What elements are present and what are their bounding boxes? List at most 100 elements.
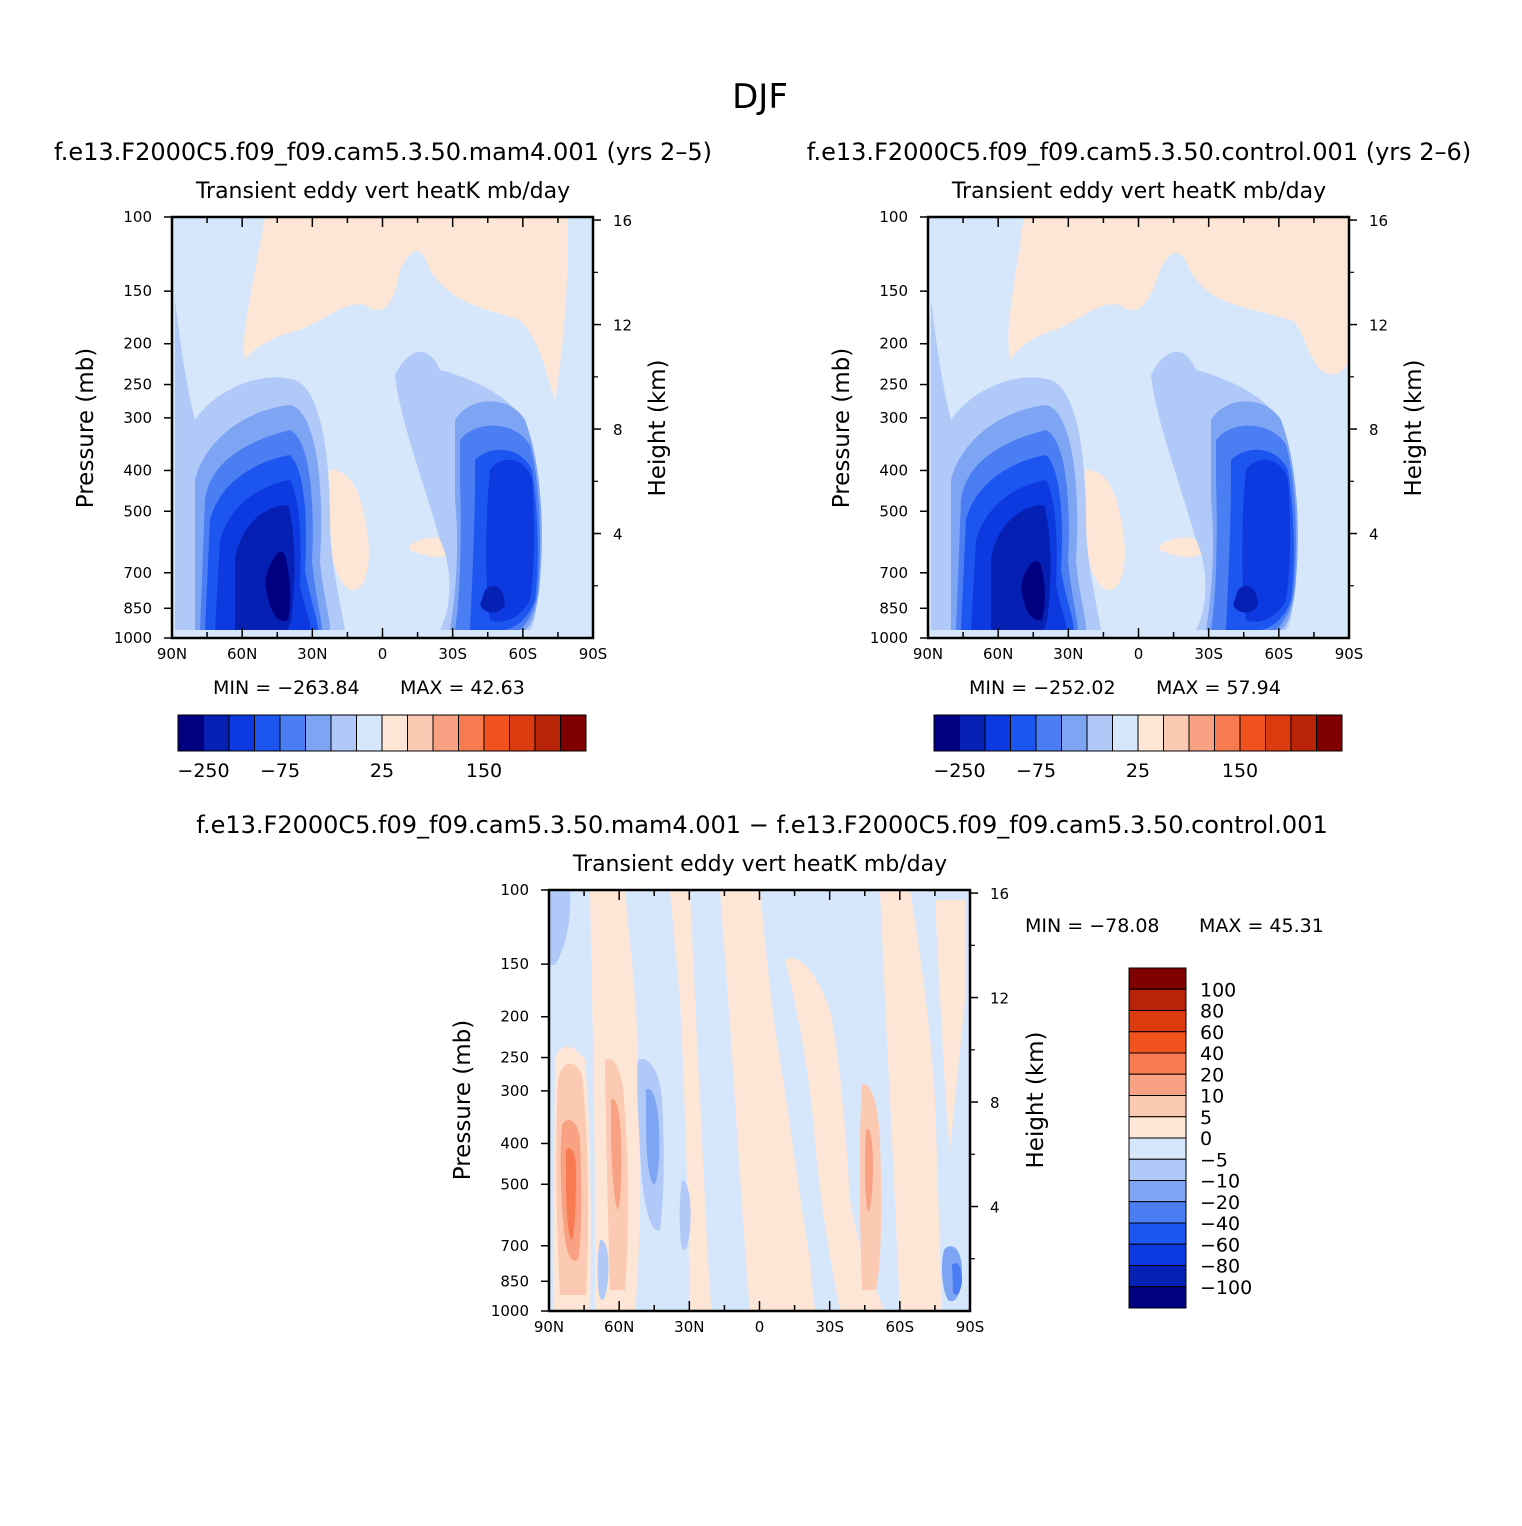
colorbar-swatch	[1128, 1180, 1187, 1203]
panel-diff-neg-7	[597, 1239, 609, 1300]
colorbar-swatch	[1128, 1137, 1187, 1160]
colorbar-swatch	[1239, 714, 1266, 752]
colorbar-swatch	[305, 714, 332, 752]
colorbar-swatch	[1188, 714, 1215, 752]
x-tick-label: 60N	[227, 645, 257, 663]
colorbar-swatch	[1128, 1201, 1187, 1224]
panel-control-positive-small	[1158, 537, 1206, 557]
y-tick-label: 100	[879, 208, 908, 226]
case-a-label: f.e13.F2000C5.f09_f09.cam5.3.50.mam4.001…	[54, 138, 712, 166]
y-tick-label: 300	[500, 1082, 529, 1100]
y-tick-label: 500	[123, 502, 152, 520]
x-tick-label: 60N	[983, 645, 1013, 663]
y-right-tick-label: 8	[1369, 421, 1379, 439]
y-right-tick-label: 16	[990, 885, 1009, 903]
y-tick-label: 150	[500, 955, 529, 973]
panel-mam4-ylabel-right: Height (km)	[645, 359, 671, 496]
y-tick-label: 150	[123, 282, 152, 300]
y-tick-label: 200	[123, 335, 152, 353]
x-tick-label: 30S	[1194, 645, 1223, 663]
colorbar-swatch	[1128, 1158, 1187, 1181]
colorbar-swatch	[407, 714, 434, 752]
colorbar-swatch	[228, 714, 255, 752]
colorbar-swatch	[1137, 714, 1164, 752]
colorbar-label: −250	[177, 760, 229, 782]
y-right-tick-label: 8	[613, 421, 623, 439]
colorbar-label: −100	[1200, 1277, 1252, 1299]
x-tick-label: 0	[755, 1318, 765, 1336]
colorbar-swatch	[279, 714, 306, 752]
colorbar-label: 100	[1200, 979, 1236, 1001]
y-right-tick-label: 4	[990, 1199, 1000, 1217]
panel-diff-neg-1	[550, 890, 571, 965]
colorbar-swatch	[1163, 714, 1190, 752]
panel-diff-pos-strong-5	[611, 1099, 622, 1210]
x-tick-label: 30N	[674, 1318, 704, 1336]
colorbar-swatch	[1290, 714, 1317, 752]
y-tick-label: 850	[879, 599, 908, 617]
figure-title: DJF	[732, 77, 788, 117]
colorbar-swatch	[1316, 714, 1343, 752]
colorbar-label: 150	[466, 760, 502, 782]
colorbar-swatch	[1128, 1286, 1187, 1309]
panel-control-positive-mid	[1081, 470, 1125, 591]
y-right-tick-label: 12	[990, 990, 1009, 1008]
colorbar-swatch	[1128, 1116, 1187, 1139]
colorbar-label: 0	[1200, 1128, 1212, 1150]
colorbar-swatch	[1112, 714, 1139, 752]
colorbar-swatch	[560, 714, 587, 752]
y-tick-label: 700	[500, 1237, 529, 1255]
x-tick-label: 0	[1134, 645, 1144, 663]
panel-diff-ylabel: Pressure (mb)	[450, 1020, 476, 1180]
x-tick-label: 0	[378, 645, 388, 663]
panel-mam4-nh-low	[175, 300, 345, 630]
colorbar-swatch	[1128, 1031, 1187, 1054]
y-right-tick-label: 16	[1369, 212, 1388, 230]
panel-diff-neg-6	[952, 1263, 962, 1295]
panel-diff-plot	[547, 888, 972, 1313]
x-tick-label: 90S	[956, 1318, 985, 1336]
panel-control-colorbar: −250 −75 25 150	[933, 714, 1343, 782]
y-tick-label: 300	[123, 409, 152, 427]
x-tick-label: 90N	[534, 1318, 564, 1336]
panel-diff-pos-band-5	[785, 958, 885, 1311]
x-tick-label: 90S	[579, 645, 608, 663]
x-tick-label: 90S	[1335, 645, 1364, 663]
colorbar-swatch	[1128, 1095, 1187, 1118]
y-tick-label: 400	[500, 1134, 529, 1152]
panel-diff-pos-strong-7	[864, 1129, 873, 1212]
colorbar-label: 80	[1200, 1001, 1224, 1023]
panel-control-max: MAX = 57.94	[1156, 677, 1281, 699]
panel-mam4-colorbar: −250 −75 25 150	[177, 714, 587, 782]
y-tick-label: 1000	[114, 629, 152, 647]
panel-mam4-max: MAX = 42.63	[400, 677, 525, 699]
colorbar-label: −75	[1016, 760, 1056, 782]
colorbar-swatch	[1214, 714, 1241, 752]
colorbar-swatch	[1128, 1010, 1187, 1033]
y-tick-label: 200	[879, 335, 908, 353]
y-tick-label: 500	[879, 502, 908, 520]
colorbar-label: −60	[1200, 1234, 1240, 1256]
colorbar-swatch	[1128, 1052, 1187, 1075]
panel-mam4-positive-upper	[243, 217, 569, 400]
x-tick-label: 30S	[815, 1318, 844, 1336]
panel-diff-ylabel-right: Height (km)	[1023, 1031, 1049, 1168]
x-tick-label: 60S	[1265, 645, 1294, 663]
colorbar-swatch	[356, 714, 383, 752]
x-tick-label: 30S	[438, 645, 467, 663]
colorbar-swatch	[254, 714, 281, 752]
colorbar-swatch	[330, 714, 357, 752]
colorbar-swatch	[509, 714, 536, 752]
colorbar-label: 150	[1222, 760, 1258, 782]
colorbar-swatch	[1010, 714, 1037, 752]
colorbar-label: 25	[1126, 760, 1150, 782]
colorbar-swatch	[203, 714, 230, 752]
colorbar-swatch	[381, 714, 408, 752]
panel-mam4-title: Transient eddy vert heatK mb/day	[195, 179, 570, 204]
y-tick-label: 850	[123, 599, 152, 617]
colorbar-swatch	[933, 714, 960, 752]
y-tick-label: 1000	[491, 1302, 529, 1320]
x-tick-label: 90N	[913, 645, 943, 663]
case-b-label: f.e13.F2000C5.f09_f09.cam5.3.50.control.…	[807, 138, 1471, 166]
